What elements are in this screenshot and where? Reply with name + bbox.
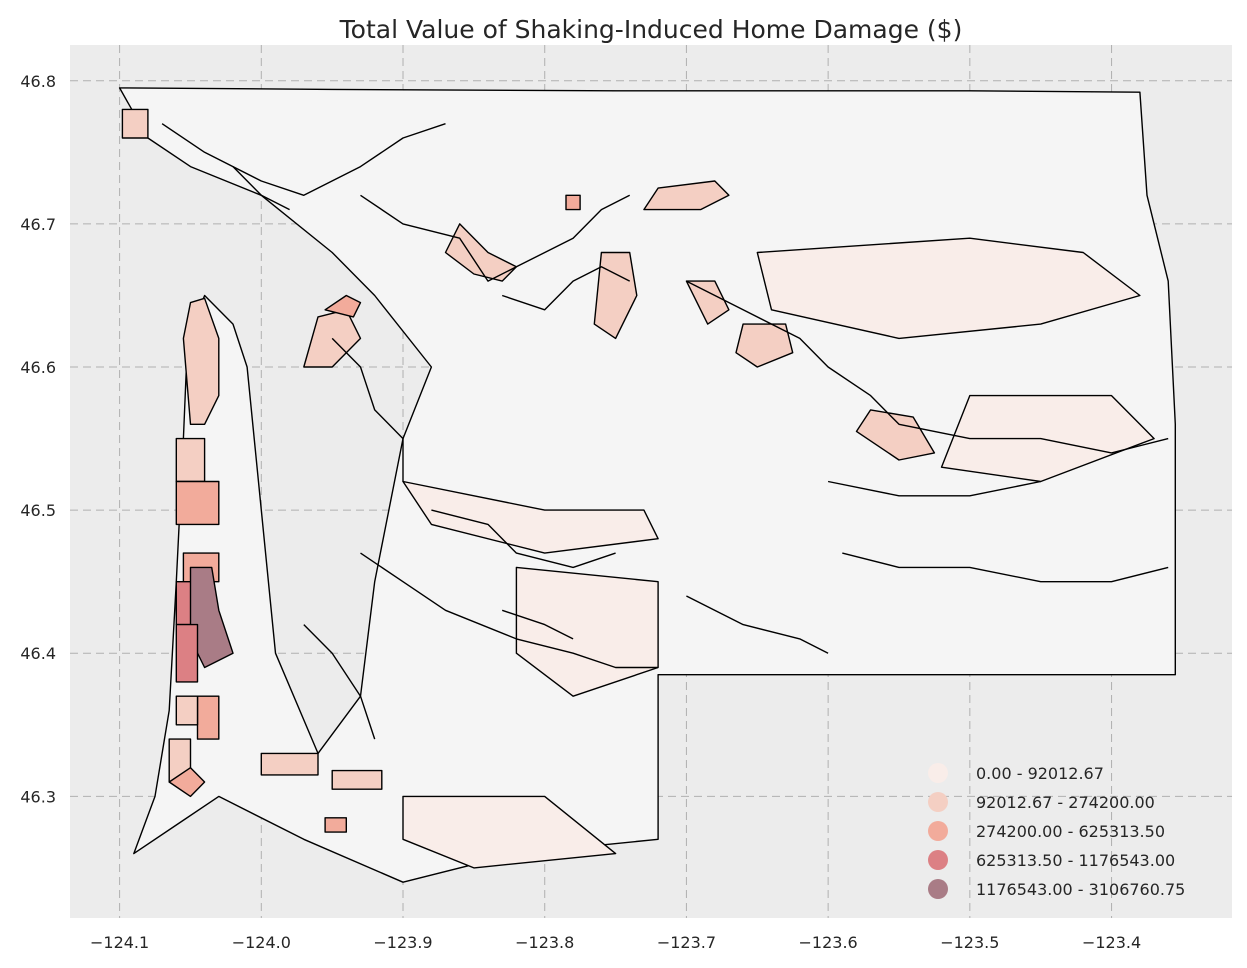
- y-tick-label: 46.5: [20, 501, 56, 520]
- map-region: [402, 480, 659, 554]
- map-region: [175, 623, 199, 683]
- boundary-line: [331, 337, 404, 482]
- map-region: [260, 752, 319, 776]
- boundary-line: [827, 480, 1041, 497]
- boundary-line: [303, 624, 376, 740]
- y-tick-label: 46.3: [20, 787, 56, 806]
- map-region: [565, 194, 581, 211]
- boundary-line: [501, 609, 574, 640]
- map-region: [196, 695, 220, 740]
- map-region: [855, 409, 936, 461]
- boundary-line: [686, 280, 1169, 454]
- legend-marker: [928, 792, 948, 812]
- map-region: [175, 695, 199, 726]
- chart-title: Total Value of Shaking-Induced Home Dama…: [339, 15, 963, 44]
- map-region: [331, 769, 383, 790]
- boundary-line: [686, 595, 829, 654]
- legend: 0.00 - 92012.67 92012.67 - 274200.00 27420…: [928, 763, 1185, 899]
- map-regions: [118, 87, 1177, 883]
- map-region: [685, 280, 730, 325]
- legend-label: 274200.00 - 625313.50: [976, 822, 1165, 841]
- y-tick-label: 46.8: [20, 72, 56, 91]
- map-region: [175, 480, 220, 526]
- legend-label: 0.00 - 92012.67: [976, 764, 1104, 783]
- x-axis-ticks: −124.1 −124.0 −123.9 −123.8 −123.7 −123.6 −123…: [90, 933, 1141, 952]
- boundary-line: [161, 123, 446, 197]
- y-tick-label: 46.7: [20, 215, 56, 234]
- map-region: [324, 294, 362, 318]
- map-region: [940, 394, 1155, 483]
- x-tick-label: −123.6: [799, 933, 858, 952]
- x-tick-label: −123.7: [657, 933, 716, 952]
- boundary-line: [842, 552, 1169, 583]
- map-region: [643, 180, 730, 211]
- boundary-line: [360, 194, 631, 282]
- map-boundaries: [161, 123, 1169, 740]
- map-region: [175, 437, 206, 483]
- legend-marker: [928, 821, 948, 841]
- map-region: [402, 795, 617, 869]
- x-tick-label: −123.5: [940, 933, 999, 952]
- legend-label: 625313.50 - 1176543.00: [976, 851, 1175, 870]
- map-region: [182, 297, 220, 425]
- map-region: [735, 323, 794, 368]
- map-region: [444, 223, 518, 282]
- x-tick-label: −124.0: [232, 933, 291, 952]
- map-region: [593, 251, 638, 340]
- boundary-line: [431, 509, 616, 569]
- y-tick-label: 46.6: [20, 358, 56, 377]
- legend-marker: [928, 763, 948, 783]
- map-region: [168, 767, 206, 798]
- legend-marker: [928, 850, 948, 870]
- y-axis-ticks: 46.3 46.4 46.5 46.6 46.7 46.8: [20, 72, 56, 807]
- boundary-line: [360, 552, 659, 669]
- legend-label: 1176543.00 - 3106760.75: [976, 880, 1185, 899]
- x-tick-label: −123.8: [515, 933, 574, 952]
- map-region: [756, 237, 1141, 340]
- legend-label: 92012.67 - 274200.00: [976, 793, 1155, 812]
- x-tick-label: −123.9: [373, 933, 432, 952]
- map-region: [324, 817, 347, 833]
- map-region: [121, 108, 149, 139]
- boundary-line: [232, 166, 290, 211]
- x-tick-label: −124.1: [90, 933, 149, 952]
- boundary-line: [501, 266, 631, 311]
- legend-marker: [928, 879, 948, 899]
- x-tick-label: −123.4: [1082, 933, 1141, 952]
- y-tick-label: 46.4: [20, 644, 56, 663]
